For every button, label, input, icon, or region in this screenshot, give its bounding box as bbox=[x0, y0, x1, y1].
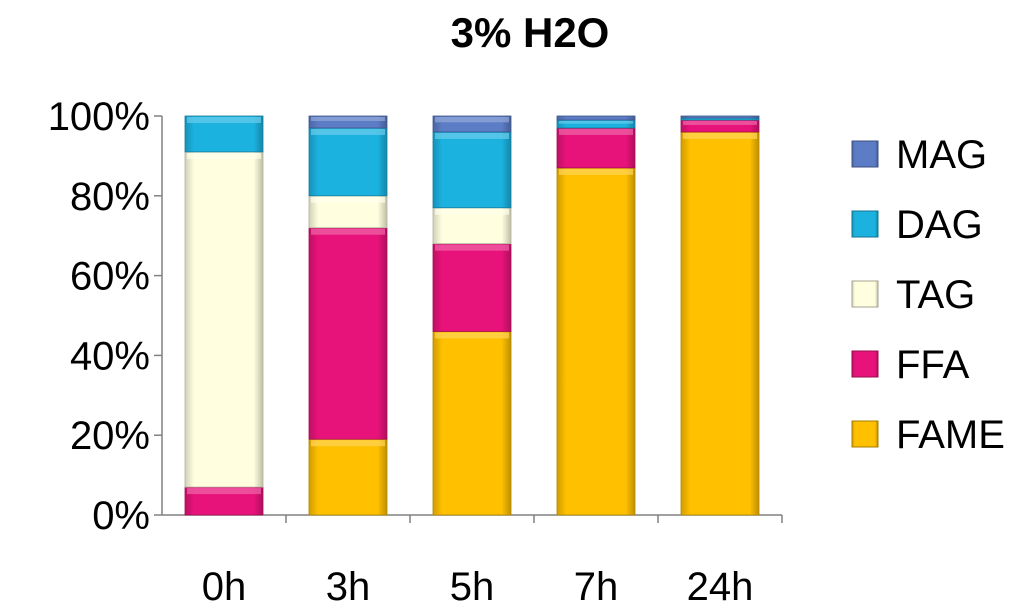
chart-title: 3% H2O bbox=[451, 9, 610, 56]
x-tick-label-0h: 0h bbox=[202, 565, 247, 609]
bar-7h-fame bbox=[556, 167, 636, 516]
bar-highlight-5h-tag bbox=[435, 208, 509, 215]
bar-3h-fame bbox=[308, 438, 388, 516]
bar-highlight-5h-dag bbox=[435, 132, 509, 139]
bar-5h-dag bbox=[432, 131, 512, 209]
bar-highlight-24h-fame bbox=[683, 132, 757, 139]
legend-swatch-ffa bbox=[851, 350, 879, 378]
legend-label-tag: TAG bbox=[896, 273, 975, 317]
bars bbox=[184, 115, 760, 516]
y-tick-label: 80% bbox=[70, 175, 150, 219]
legend-label-ffa: FFA bbox=[896, 343, 970, 387]
bar-24h-mag bbox=[680, 115, 760, 119]
bar-3h-mag bbox=[308, 115, 388, 129]
y-tick-label: 0% bbox=[92, 494, 150, 538]
legend-label-dag: DAG bbox=[896, 203, 983, 247]
x-tick-label-3h: 3h bbox=[326, 565, 371, 609]
legend-swatch-tag bbox=[851, 280, 879, 308]
legend-label-mag: MAG bbox=[896, 133, 987, 177]
bar-5h-fame bbox=[432, 331, 512, 516]
y-tick-label: 40% bbox=[70, 334, 150, 378]
bar-0h-tag bbox=[184, 151, 264, 488]
x-tick-label-7h: 7h bbox=[574, 565, 619, 609]
bar-highlight-3h-tag bbox=[311, 196, 385, 203]
legend: MAG DAG TAG FFA FAME bbox=[851, 133, 1005, 457]
bar-highlight-0h-ffa bbox=[187, 488, 261, 495]
bar-highlight-3h-fame bbox=[311, 440, 385, 447]
axes: 0% 20% 40% 60% 80% 100% 0h 3h 5h 7h 24h bbox=[48, 95, 783, 609]
y-tick-label: 20% bbox=[70, 414, 150, 458]
bar-3h-dag bbox=[308, 127, 388, 197]
bar-highlight-5h-mag bbox=[435, 117, 509, 123]
x-tick-label-24h: 24h bbox=[687, 565, 754, 609]
legend-label-fame: FAME bbox=[896, 413, 1005, 457]
y-tick-label: 100% bbox=[48, 95, 150, 139]
legend-swatch-dag bbox=[851, 210, 879, 238]
bar-highlight-0h-tag bbox=[187, 152, 261, 159]
bar-3h-ffa bbox=[308, 227, 388, 440]
bar-highlight-7h-fame bbox=[559, 168, 633, 175]
bar-highlight-24h-ffa bbox=[683, 120, 757, 125]
bar-highlight-0h-dag bbox=[187, 117, 261, 123]
bar-5h-ffa bbox=[432, 243, 512, 332]
bar-highlight-7h-dag bbox=[559, 120, 633, 124]
bar-highlight-7h-ffa bbox=[559, 128, 633, 135]
bar-highlight-5h-ffa bbox=[435, 244, 509, 251]
x-tick-label-5h: 5h bbox=[450, 565, 495, 609]
bar-24h-fame bbox=[680, 131, 760, 516]
bar-highlight-3h-mag bbox=[311, 117, 385, 121]
bar-7h-mag bbox=[556, 115, 636, 121]
bar-highlight-3h-ffa bbox=[311, 228, 385, 235]
bar-highlight-5h-fame bbox=[435, 332, 509, 339]
legend-swatch-fame bbox=[851, 420, 879, 448]
bar-highlight-3h-dag bbox=[311, 128, 385, 135]
y-tick-label: 60% bbox=[70, 255, 150, 299]
legend-swatch-mag bbox=[851, 140, 879, 168]
